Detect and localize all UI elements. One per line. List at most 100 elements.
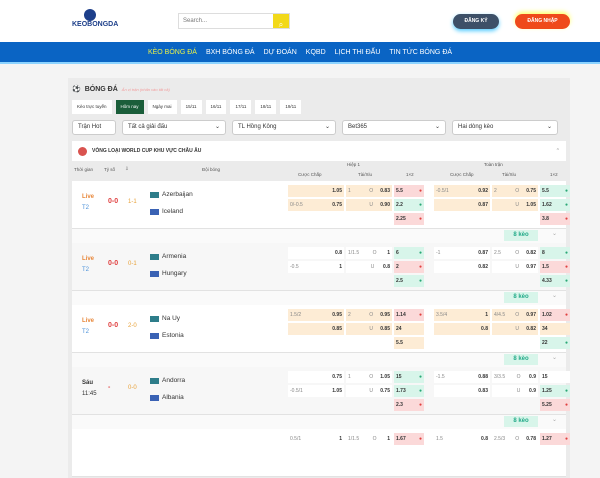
search-box[interactable]: Search... ⌕	[178, 13, 290, 29]
1x2-cell[interactable]: 2.2 ●	[394, 199, 424, 211]
over-under-cell[interactable]: 2 O 0.95	[346, 309, 392, 321]
nav-kqbd[interactable]: KQBD	[305, 48, 326, 56]
over-under-cell[interactable]	[346, 213, 392, 225]
handicap-cell[interactable]: 0.8	[288, 247, 344, 259]
1x2-cell[interactable]: 1.25 ●	[540, 385, 570, 397]
more-odds-button[interactable]: 8 kèo	[504, 230, 538, 241]
bookmaker-select[interactable]: Bet365 ⌄	[342, 120, 446, 135]
handicap-cell[interactable]	[288, 213, 344, 225]
nav-bxh[interactable]: BXH BÓNG ĐÁ	[205, 48, 255, 56]
1x2-cell[interactable]: 3.8 ●	[540, 213, 570, 225]
over-under-cell[interactable]: 1/1.5 O 1	[346, 433, 392, 445]
over-under-cell[interactable]: 2.5 O 0.82	[492, 247, 538, 259]
1x2-cell[interactable]: 24	[394, 323, 424, 335]
1x2-cell[interactable]: 6 ●	[394, 247, 424, 259]
league-select[interactable]: Tất cả giải đấu ⌄	[122, 120, 226, 135]
over-under-cell[interactable]	[492, 213, 538, 225]
over-under-cell[interactable]	[346, 337, 392, 349]
search-icon[interactable]: ⌕	[273, 14, 289, 29]
over-under-cell[interactable]: 2.5/3 O 0.78	[492, 433, 538, 445]
date-tab[interactable]: 15/11	[180, 100, 202, 114]
1x2-cell[interactable]: 5.5	[394, 337, 424, 349]
1x2-cell[interactable]: 1.27 ●	[540, 433, 570, 445]
over-under-cell[interactable]: U 0.82	[492, 323, 538, 335]
1x2-cell[interactable]: 34	[540, 323, 570, 335]
over-under-cell[interactable]: U 0.9	[492, 385, 538, 397]
over-under-cell[interactable]: 2 O 0.75	[492, 185, 538, 197]
1x2-cell[interactable]: 1.62 ●	[540, 199, 570, 211]
handicap-cell[interactable]	[434, 399, 490, 411]
handicap-cell[interactable]	[434, 337, 490, 349]
over-under-cell[interactable]: 4/4.5 O 0.97	[492, 309, 538, 321]
over-under-cell[interactable]: 1 O 1.05	[346, 371, 392, 383]
date-tab[interactable]: Kèo trực tuyến	[72, 100, 112, 114]
date-tab[interactable]: Hôm nay	[115, 100, 144, 114]
1x2-cell[interactable]: 4.33 ●	[540, 275, 570, 287]
over-under-cell[interactable]: U 0.90	[346, 199, 392, 211]
chevron-down-icon[interactable]: ⌄	[552, 417, 558, 423]
handicap-cell[interactable]	[288, 275, 344, 287]
handicap-cell[interactable]: 3.5/4 1	[434, 309, 490, 321]
1x2-cell[interactable]: 8 ●	[540, 247, 570, 259]
handicap-cell[interactable]: 0.75	[288, 371, 344, 383]
1x2-cell[interactable]: 5.5 ●	[540, 185, 570, 197]
handicap-cell[interactable]: 0.8	[434, 323, 490, 335]
over-under-cell[interactable]: U 0.97	[492, 261, 538, 273]
more-odds-row[interactable]: 8 kèo ⌄	[72, 415, 566, 429]
handicap-cell[interactable]: 0/-0.5 0.75	[288, 199, 344, 211]
over-under-cell[interactable]: U 0.8	[346, 261, 392, 273]
sort-icon[interactable]: ⇩	[125, 166, 129, 171]
login-button[interactable]: ĐĂNG NHẬP	[515, 14, 570, 29]
over-under-cell[interactable]	[492, 275, 538, 287]
date-tab[interactable]: Ngày mai	[147, 100, 177, 114]
league-header[interactable]: VÒNG LOẠI WORLD CUP KHU VỰC CHÂU ÂU ⌃	[72, 141, 566, 161]
more-odds-row[interactable]: 8 kèo ⌄	[72, 291, 566, 305]
lines-select[interactable]: Hai dòng kèo ⌄	[452, 120, 558, 135]
1x2-cell[interactable]: 2 ●	[394, 261, 424, 273]
register-button[interactable]: ĐĂNG KÝ	[453, 14, 499, 29]
more-odds-button[interactable]: 8 kèo	[504, 416, 538, 427]
1x2-cell[interactable]: 5.5 ●	[394, 185, 424, 197]
handicap-cell[interactable]: 0.82	[434, 261, 490, 273]
1x2-cell[interactable]: 1.14 ●	[394, 309, 424, 321]
date-tab[interactable]: 18/11	[255, 100, 277, 114]
1x2-cell[interactable]: 15	[540, 371, 570, 383]
1x2-cell[interactable]: 2.5 ●	[394, 275, 424, 287]
nav-tin-tuc[interactable]: TIN TỨC BÓNG ĐÁ	[389, 48, 453, 56]
over-under-cell[interactable]: 3/3.5 O 0.9	[492, 371, 538, 383]
1x2-cell[interactable]: 22 ●	[540, 337, 570, 349]
over-under-cell[interactable]	[492, 399, 538, 411]
handicap-cell[interactable]	[288, 337, 344, 349]
odds-type-select[interactable]: TL Hồng Kông ⌄	[232, 120, 336, 135]
more-odds-row[interactable]: 8 kèo ⌄	[72, 229, 566, 243]
more-odds-button[interactable]: 8 kèo	[504, 354, 538, 365]
handicap-cell[interactable]: -0.5 1	[288, 261, 344, 273]
handicap-cell[interactable]: 1.5 0.8	[434, 433, 490, 445]
1x2-cell[interactable]: 15 ●	[394, 371, 424, 383]
handicap-cell[interactable]: 0.87	[434, 199, 490, 211]
chevron-down-icon[interactable]: ⌄	[552, 293, 558, 299]
1x2-cell[interactable]: 1.02 ●	[540, 309, 570, 321]
over-under-cell[interactable]	[346, 275, 392, 287]
handicap-cell[interactable]	[434, 213, 490, 225]
chevron-down-icon[interactable]: ⌄	[552, 231, 558, 237]
date-tab[interactable]: 19/11	[280, 100, 302, 114]
search-input[interactable]: Search...	[183, 18, 208, 24]
handicap-cell[interactable]	[288, 399, 344, 411]
handicap-cell[interactable]: -1 0.87	[434, 247, 490, 259]
nav-du-doan[interactable]: DỰ ĐOÁN	[263, 48, 297, 56]
chevron-down-icon[interactable]: ⌄	[552, 355, 558, 361]
handicap-cell[interactable]: 0.85	[288, 323, 344, 335]
nav-lich-thi-dau[interactable]: LỊCH THI ĐẤU	[334, 48, 381, 56]
handicap-cell[interactable]: 1.5/2 0.95	[288, 309, 344, 321]
1x2-cell[interactable]: 1.5 ●	[540, 261, 570, 273]
over-under-cell[interactable]: 1 O 0.83	[346, 185, 392, 197]
handicap-cell[interactable]: 0.83	[434, 385, 490, 397]
over-under-cell[interactable]: U 0.85	[346, 323, 392, 335]
over-under-cell[interactable]: U 1.05	[492, 199, 538, 211]
1x2-cell[interactable]: 2.25 ●	[394, 213, 424, 225]
handicap-cell[interactable]: -0.5/1 0.92	[434, 185, 490, 197]
handicap-cell[interactable]: 1.05	[288, 185, 344, 197]
1x2-cell[interactable]: 2.3 ●	[394, 399, 424, 411]
handicap-cell[interactable]: -1.5 0.88	[434, 371, 490, 383]
